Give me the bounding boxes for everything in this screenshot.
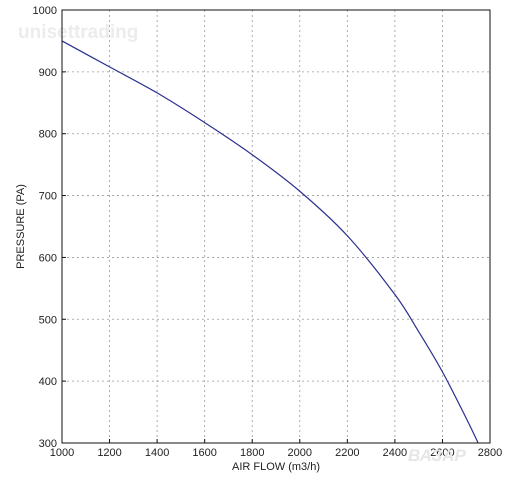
x-tick-label-2600: 2600 [430,447,454,459]
series-line-0 [61,40,479,444]
x-tick-label-2800: 2800 [478,447,502,459]
x-tick-label-1600: 1600 [192,447,216,459]
x-tick-label-2000: 2000 [288,447,312,459]
grid [62,10,490,443]
series-group [61,40,479,444]
x-axis-ticks: 1000 1200 1400 1600 1800 2000 2200 2400 2600 2800 [50,439,502,459]
x-tick-label-1800: 1800 [240,447,264,459]
corner-logo: ВАЗАР [408,446,466,465]
y-tick-label-500: 500 [39,314,57,326]
x-axis-label: AIR FLOW (m3/h) [232,461,320,473]
x-tick-label-2200: 2200 [335,447,359,459]
y-axis-ticks: 300 400 500 600 700 800 900 1000 [33,5,66,450]
y-tick-label-600: 600 [39,252,57,264]
plot-frame [61,9,491,444]
y-tick-label-400: 400 [39,376,57,388]
x-tick-label-2400: 2400 [383,447,407,459]
y-tick-label-1000: 1000 [33,5,57,17]
y-axis-label: PRESSURE (PA) [15,184,27,269]
x-tick-label-1400: 1400 [145,447,169,459]
y-tick-label-900: 900 [39,67,57,79]
y-tick-label-300: 300 [39,438,57,450]
y-tick-label-700: 700 [39,191,57,203]
x-tick-label-1000: 1000 [50,447,74,459]
watermark-text: unisettrading [18,22,138,43]
y-tick-label-800: 800 [39,129,57,141]
x-tick-label-1200: 1200 [97,447,121,459]
